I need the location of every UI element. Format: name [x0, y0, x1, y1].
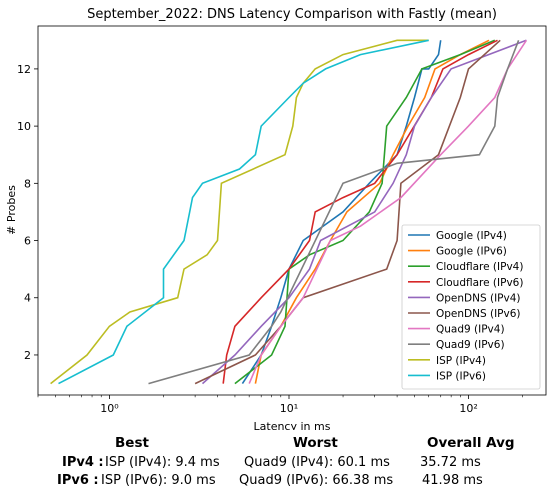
- header-best: Best: [115, 435, 149, 451]
- series-line-4: [201, 39, 527, 385]
- series-line-0: [241, 40, 442, 385]
- avg-ipv4: 35.72 ms: [420, 455, 481, 470]
- y-tick-label: 10: [17, 120, 31, 133]
- avg-ipv6: 41.98 ms: [422, 473, 483, 488]
- legend-entry: OpenDNS (IPv6): [436, 308, 521, 320]
- series-line-2: [234, 39, 496, 385]
- series-line-6: [248, 39, 528, 384]
- series-line-7: [148, 40, 520, 385]
- legend: Google (IPv4) Google (IPv6) Cloudflare (IP…: [401, 224, 541, 390]
- chart-title: September_2022: DNS Latency Comparison w…: [87, 7, 497, 22]
- header-worst: Worst: [293, 435, 338, 451]
- series-line-3: [222, 39, 498, 384]
- best-ipv4: ISP (IPv4): 9.4 ms: [105, 455, 220, 470]
- y-tick-label: 12: [17, 63, 31, 76]
- legend-entry: ISP (IPv4): [436, 355, 486, 367]
- series-line-5: [194, 39, 501, 385]
- y-tick-label: 2: [24, 349, 31, 362]
- worst-ipv6: Quad9 (IPv6): 66.38 ms: [239, 473, 394, 488]
- x-tick-label: 10¹: [280, 402, 298, 415]
- legend-entry: Google (IPv4): [436, 230, 507, 242]
- legend-entry: ISP (IPv6): [436, 370, 486, 382]
- legend-entry: OpenDNS (IPv4): [436, 292, 521, 304]
- y-tick-label: 8: [24, 177, 31, 190]
- legend-entry: Google (IPv6): [436, 246, 507, 258]
- y-tick-label: 6: [24, 235, 31, 248]
- series-line-9: [58, 39, 429, 385]
- y-tick-label: 4: [24, 292, 31, 305]
- x-axis-label: Latency in ms: [254, 420, 331, 430]
- row-label-ipv6: IPv6 :: [57, 473, 99, 488]
- row-label-ipv4: IPv4 :: [62, 455, 104, 470]
- header-overall-avg: Overall Avg: [427, 435, 515, 451]
- series-line-1: [254, 39, 490, 384]
- legend-entry: Cloudflare (IPv6): [436, 277, 523, 289]
- x-axis: 10⁰ 10¹ 10²: [37, 395, 523, 415]
- legend-entry: Quad9 (IPv4): [436, 324, 505, 336]
- plot-frame: [37, 25, 547, 396]
- x-tick-label: 10⁰: [100, 402, 119, 415]
- legend-entry: Cloudflare (IPv4): [436, 261, 523, 273]
- plot-lines: [50, 39, 528, 385]
- worst-ipv4: Quad9 (IPv4): 60.1 ms: [244, 455, 390, 470]
- best-ipv6: ISP (IPv6): 9.0 ms: [101, 473, 216, 488]
- summary-table: Best Worst Overall Avg IPv4 : ISP (IPv4)…: [0, 433, 548, 493]
- y-axis-label: # Probes: [5, 185, 18, 235]
- legend-box: [401, 224, 541, 390]
- series-line-8: [50, 39, 429, 385]
- x-tick-label: 10²: [459, 402, 477, 415]
- latency-chart: September_2022: DNS Latency Comparison w…: [5, 7, 547, 430]
- legend-entry: Quad9 (IPv6): [436, 339, 505, 351]
- y-axis: 2 4 6 8 10 12: [17, 63, 38, 362]
